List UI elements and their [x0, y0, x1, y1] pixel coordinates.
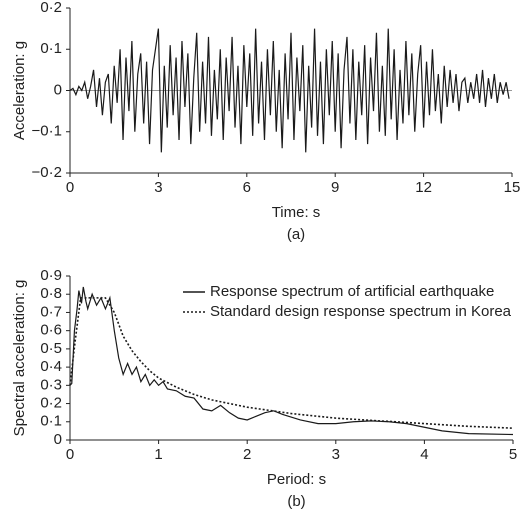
- y-tick-label: −0·1: [32, 123, 62, 140]
- x-tick-label: 3: [154, 179, 162, 196]
- x-tick-label: 6: [243, 179, 251, 196]
- x-tick-label: 0: [66, 179, 74, 196]
- legend-label: Standard design response spectrum in Kor…: [210, 303, 512, 320]
- y-axis-label: Spectral acceleration: g: [11, 280, 28, 437]
- y-tick-label: 0·6: [40, 322, 62, 339]
- y-tick-label: 0·1: [40, 413, 62, 430]
- data-line: [69, 297, 514, 429]
- x-tick-label: 5: [509, 446, 517, 463]
- x-tick-label: 12: [415, 179, 432, 196]
- x-axis-label: Period: s: [267, 471, 326, 488]
- x-tick-label: 15: [504, 179, 520, 196]
- x-tick-label: 9: [331, 179, 339, 196]
- x-axis-label: Time: s: [272, 204, 321, 221]
- caption: (b): [287, 493, 305, 510]
- y-tick-label: 0·9: [40, 267, 62, 284]
- caption: (a): [287, 226, 305, 243]
- y-tick-label: 0·1: [40, 40, 62, 57]
- y-tick-label: 0·5: [40, 340, 62, 357]
- y-tick-label: 0·3: [40, 376, 62, 393]
- y-tick-label: 0·7: [40, 303, 62, 320]
- x-tick-label: 4: [420, 446, 428, 463]
- y-tick-label: 0·4: [40, 358, 62, 375]
- y-tick-label: 0: [54, 431, 62, 448]
- y-tick-label: 0·2: [40, 395, 62, 412]
- legend-label: Response spectrum of artificial earthqua…: [210, 283, 494, 300]
- x-tick-label: 0: [66, 446, 74, 463]
- y-tick-label: −0·2: [32, 164, 62, 181]
- x-tick-label: 2: [243, 446, 251, 463]
- data-line: [69, 286, 514, 436]
- y-tick-label: 0·2: [40, 0, 62, 16]
- data-line: [69, 28, 510, 153]
- y-axis-label: Acceleration: g: [11, 41, 28, 140]
- y-tick-label: 0: [54, 81, 62, 98]
- y-tick-label: 0·8: [40, 285, 62, 302]
- x-tick-label: 1: [154, 446, 162, 463]
- x-tick-label: 3: [332, 446, 340, 463]
